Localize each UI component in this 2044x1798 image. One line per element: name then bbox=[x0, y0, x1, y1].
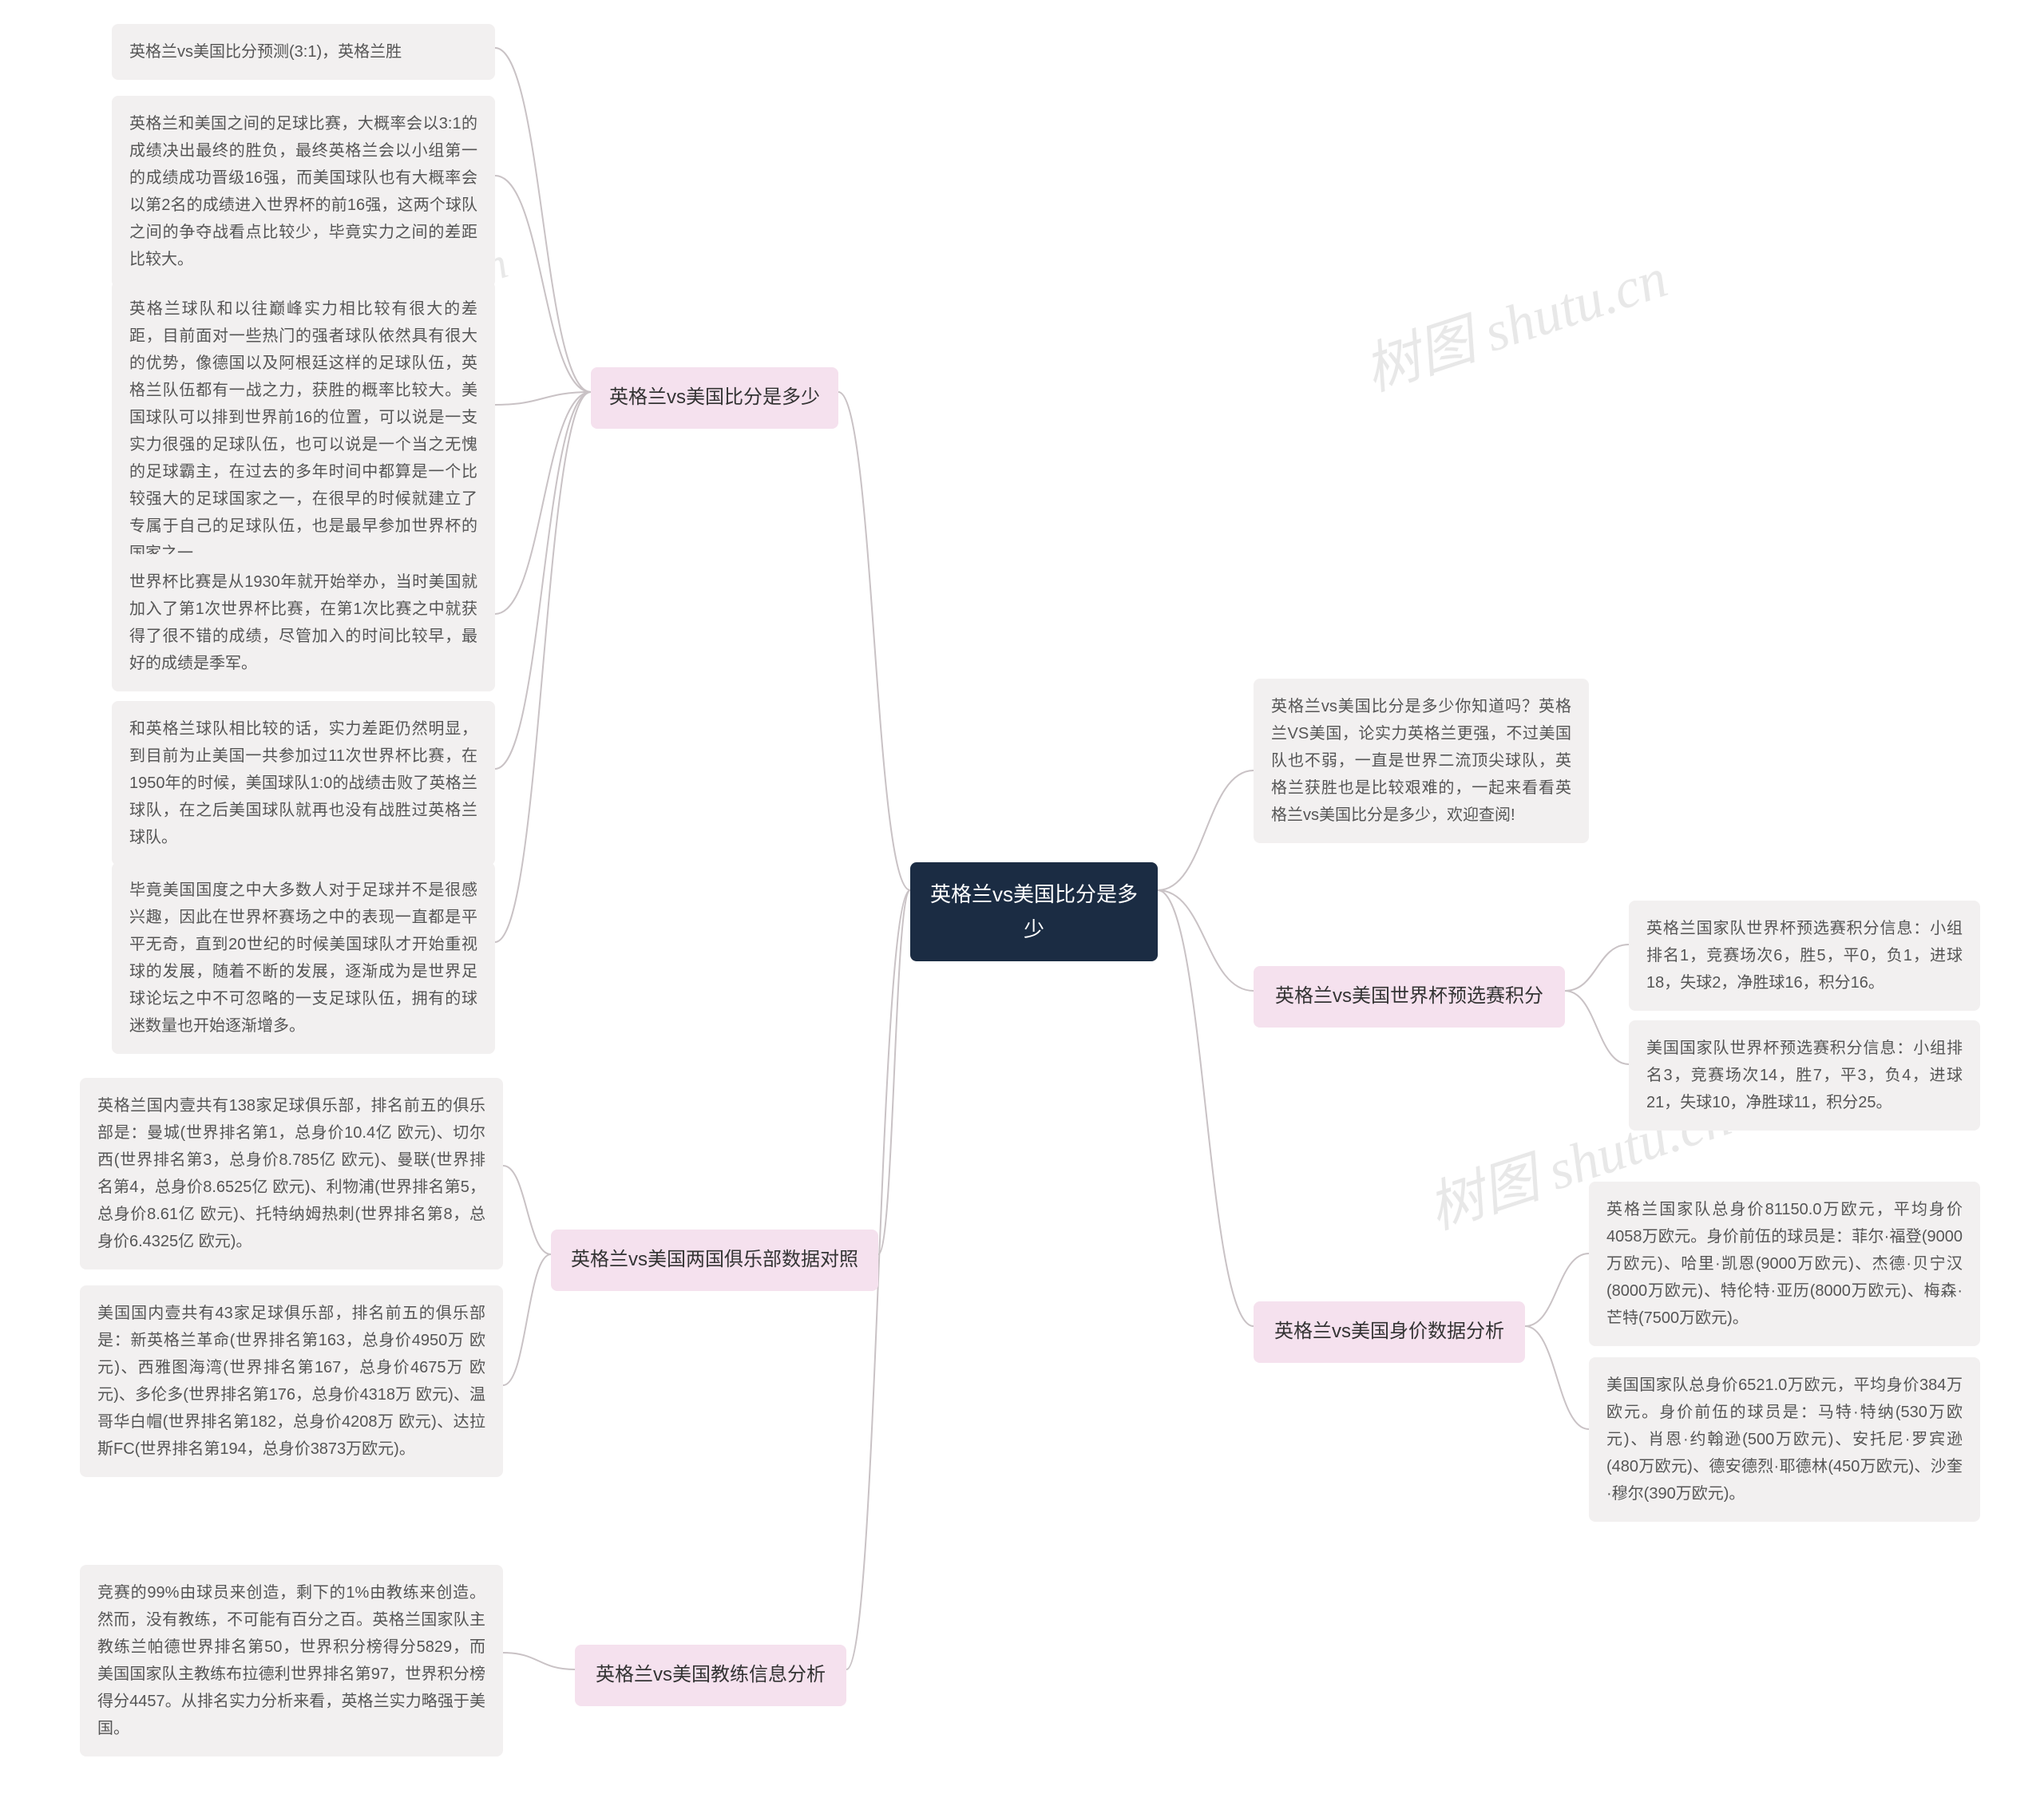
leaf-b5-1[interactable]: 美国国家队世界杯预选赛积分信息：小组排名3，竞赛场次14，胜7，平3，负4，进球… bbox=[1629, 1020, 1980, 1131]
watermark: 树图 shutu.cn bbox=[1353, 233, 1676, 406]
leaf-b1-1[interactable]: 英格兰和美国之间的足球比赛，大概率会以3:1的成绩决出最终的胜负，最终英格兰会以… bbox=[112, 96, 495, 287]
leaf-b1-4[interactable]: 和英格兰球队相比较的话，实力差距仍然明显，到目前为止美国一共参加过11次世界杯比… bbox=[112, 701, 495, 865]
branch-b5[interactable]: 英格兰vs美国世界杯预选赛积分 bbox=[1254, 966, 1565, 1028]
leaf-b6-1[interactable]: 美国国家队总身价6521.0万欧元，平均身价384万欧元。身价前伍的球员是：马特… bbox=[1589, 1357, 1980, 1522]
leaf-b1-5[interactable]: 毕竟美国国度之中大多数人对于足球并不是很感兴趣，因此在世界杯赛场之中的表现一直都… bbox=[112, 862, 495, 1054]
leaf-b3-0[interactable]: 竞赛的99%由球员来创造，剩下的1%由教练来创造。然而，没有教练，不可能有百分之… bbox=[80, 1565, 503, 1756]
branch-b4[interactable]: 英格兰vs美国比分是多少你知道吗？英格兰VS美国，论实力英格兰更强，不过美国队也… bbox=[1254, 679, 1589, 843]
branch-b1[interactable]: 英格兰vs美国比分是多少 bbox=[591, 367, 838, 429]
leaf-b6-0[interactable]: 英格兰国家队总身价81150.0万欧元，平均身价4058万欧元。身价前伍的球员是… bbox=[1589, 1182, 1980, 1346]
leaf-b1-2[interactable]: 英格兰球队和以往巅峰实力相比较有很大的差距，目前面对一些热门的强者球队依然具有很… bbox=[112, 281, 495, 581]
leaf-b5-0[interactable]: 英格兰国家队世界杯预选赛积分信息：小组排名1，竞赛场次6，胜5，平0，负1，进球… bbox=[1629, 901, 1980, 1011]
leaf-b2-0[interactable]: 英格兰国内壹共有138家足球俱乐部，排名前五的俱乐部是：曼城(世界排名第1，总身… bbox=[80, 1078, 503, 1269]
leaf-b1-0[interactable]: 英格兰vs美国比分预测(3:1)，英格兰胜 bbox=[112, 24, 495, 80]
leaf-b1-3[interactable]: 世界杯比赛是从1930年就开始举办，当时美国就加入了第1次世界杯比赛，在第1次比… bbox=[112, 554, 495, 691]
branch-b6[interactable]: 英格兰vs美国身价数据分析 bbox=[1254, 1301, 1525, 1363]
branch-b3[interactable]: 英格兰vs美国教练信息分析 bbox=[575, 1645, 846, 1706]
leaf-b2-1[interactable]: 美国国内壹共有43家足球俱乐部，排名前五的俱乐部是：新英格兰革命(世界排名第16… bbox=[80, 1285, 503, 1477]
mindmap-canvas: 树图 shutu.cn树图 shutu.cnshutu.cnshutu.cn英格… bbox=[0, 0, 2044, 1798]
branch-b2[interactable]: 英格兰vs美国两国俱乐部数据对照 bbox=[551, 1230, 878, 1291]
center-topic[interactable]: 英格兰vs美国比分是多少 bbox=[910, 862, 1158, 961]
